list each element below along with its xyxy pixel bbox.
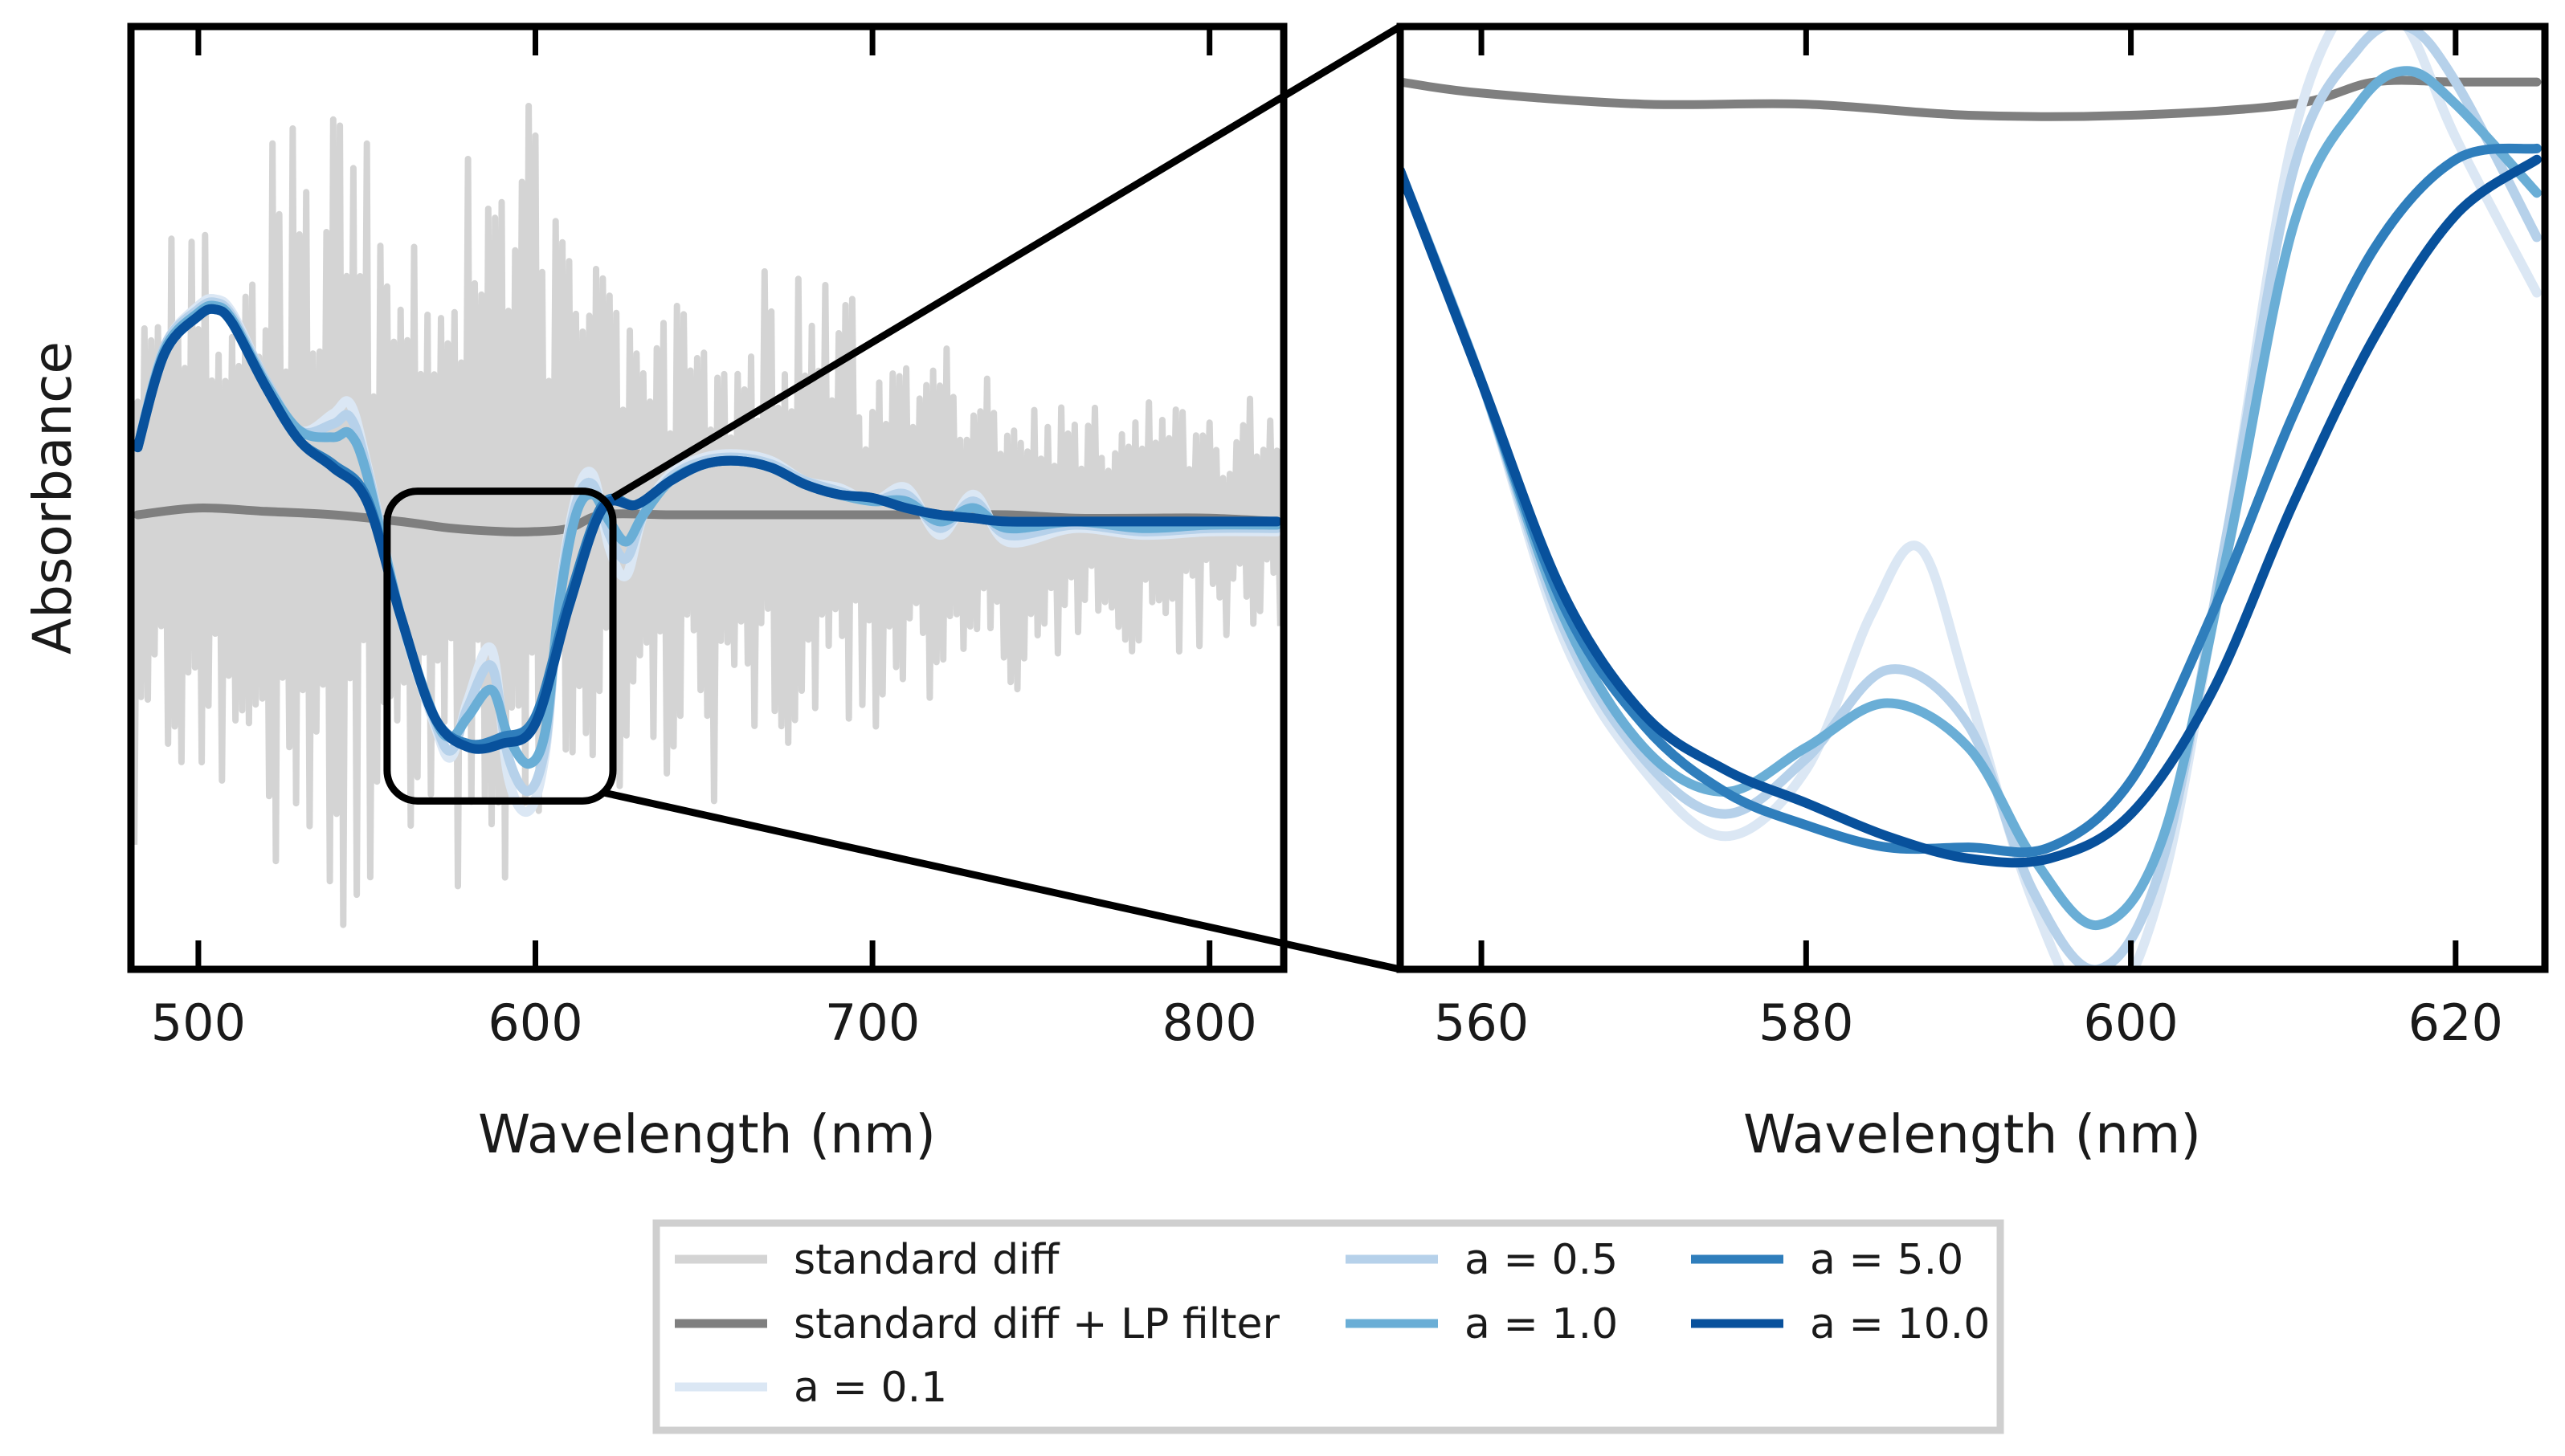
standard-diff-noise-trace [131,103,1284,928]
overview-series-group [133,293,1282,817]
zoom-connector-bottom [604,789,1401,973]
overview-series-a-1-0 [133,300,1282,769]
zoom-tick-label-580: 580 [1758,993,1853,1052]
legend-label-standard-diff-lp: standard diff + LP filter [794,1300,1280,1348]
legend-entry-standard-diff-lp: standard diff + LP filter [675,1300,1280,1348]
zoom-tick-label-620: 620 [2408,993,2503,1052]
legend-entry-a-0-1: a = 0.1 [675,1364,947,1412]
overview-tick-label-600: 600 [488,993,582,1052]
legend: standard diff standard diff + LP filter … [652,1219,2004,1434]
zoom-panel: 560 580 600 620 Wavelength (nm) [1396,22,2549,1165]
zoom-series-a-1-0 [1400,66,2542,930]
legend-entry-a-10-0: a = 10.0 [1691,1300,1990,1348]
zoom-tick-label-560: 560 [1434,993,1529,1052]
zoom-series-standard-diff-lp-filter [1400,75,2542,121]
zoom-axes-frame [1396,22,2549,973]
legend-label-a-1-0: a = 1.0 [1464,1300,1618,1348]
legend-entry-a-0-5: a = 0.5 [1346,1236,1618,1284]
overview-tick-label-700: 700 [825,993,920,1052]
overview-series-a-10-0 [133,304,1282,754]
zoom-indicator [383,23,1403,973]
legend-entry-a-5-0: a = 5.0 [1691,1236,1963,1284]
overview-tick-label-500: 500 [151,993,246,1052]
legend-entry-standard-diff: standard diff [675,1236,1060,1284]
overview-tick-label-800: 800 [1162,993,1257,1052]
standard-diff-line [131,103,1284,928]
zoom-series-a-0-5 [1400,27,2542,969]
zoom-series-group [1400,27,2542,969]
legend-entry-a-1-0: a = 1.0 [1346,1300,1618,1348]
overview-x-axis-label: Wavelength (nm) [478,1103,936,1165]
zoom-x-ticks: 560 580 600 620 [1434,27,2503,1052]
zoom-region-box [383,487,617,805]
zoom-tick-label-600: 600 [2083,993,2178,1052]
overview-panel: 500 600 700 800 Wavelength (nm) Absorbance [22,22,1288,1165]
zoom-connector-top [611,23,1403,501]
legend-label-a-10-0: a = 10.0 [1810,1300,1990,1348]
zoom-series-a-10-0 [1400,154,2542,868]
legend-label-a-0-1: a = 0.1 [794,1364,947,1412]
overview-axes-frame [127,22,1288,973]
overview-x-ticks: 500 600 700 800 [151,27,1257,1052]
legend-label-standard-diff: standard diff [794,1236,1060,1284]
zoom-x-axis-label: Wavelength (nm) [1743,1103,2201,1165]
legend-label-a-5-0: a = 5.0 [1810,1236,1963,1284]
legend-label-a-0-5: a = 0.5 [1464,1236,1618,1284]
overview-y-axis-label: Absorbance [22,341,84,655]
